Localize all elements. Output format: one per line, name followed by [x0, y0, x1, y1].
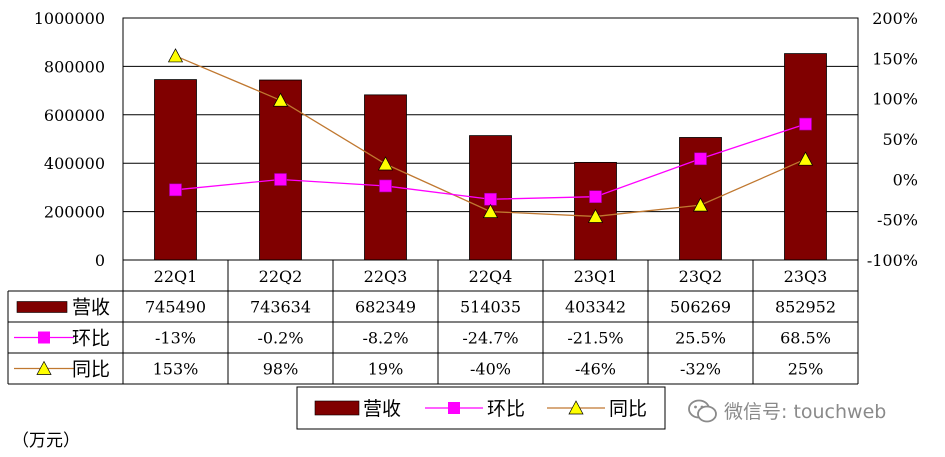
- yoy-marker: [167, 48, 184, 63]
- data-label: 403342: [565, 298, 626, 317]
- data-label: -32%: [680, 360, 721, 379]
- data-label: 25%: [788, 360, 824, 379]
- watermark-text: 微信号: touchweb: [724, 401, 887, 423]
- table-bar-key: [16, 301, 68, 313]
- yoy-marker: [272, 92, 289, 107]
- table-series-name: 环比: [72, 328, 110, 350]
- legend-bar-key: [314, 400, 360, 416]
- mom-marker: [799, 117, 812, 131]
- data-label: -13%: [155, 329, 196, 348]
- bar: [364, 94, 407, 261]
- data-label: 682349: [355, 298, 416, 317]
- left-tick-label: 1000000: [34, 9, 105, 28]
- table-series-name: 同比: [72, 359, 110, 381]
- category-label: 23Q3: [784, 267, 828, 286]
- table-series-name: 营收: [72, 297, 110, 319]
- data-label: 745490: [145, 298, 206, 317]
- right-tick-label: 100%: [872, 90, 918, 109]
- mom-marker: [274, 173, 287, 186]
- legend-label: 同比: [609, 398, 647, 420]
- data-label: 19%: [368, 360, 404, 379]
- mom-marker: [694, 152, 707, 166]
- data-label: -40%: [470, 360, 511, 379]
- data-label: 98%: [263, 360, 299, 379]
- mom-marker: [484, 192, 497, 206]
- category-label: 23Q2: [679, 267, 723, 286]
- mom-marker: [379, 179, 392, 193]
- category-label: 22Q1: [154, 267, 198, 286]
- legend-label: 环比: [487, 398, 525, 420]
- data-label: -46%: [575, 360, 616, 379]
- data-label: -24.7%: [462, 329, 518, 348]
- data-label: 743634: [250, 298, 311, 317]
- data-label: -8.2%: [362, 329, 408, 348]
- category-label: 22Q3: [364, 267, 408, 286]
- left-tick-label: 0: [95, 251, 105, 270]
- data-label: 68.5%: [780, 329, 831, 348]
- unit-label: （万元）: [12, 431, 80, 451]
- data-label: 852952: [775, 298, 836, 317]
- data-label: -21.5%: [567, 329, 623, 348]
- data-label: 153%: [153, 360, 199, 379]
- category-label: 22Q2: [259, 267, 303, 286]
- left-tick-label: 800000: [44, 57, 105, 76]
- left-tick-label: 200000: [44, 203, 105, 222]
- legend-label: 营收: [363, 398, 401, 420]
- wechat-icon: [688, 399, 717, 422]
- bar: [259, 79, 302, 261]
- data-label: 514035: [460, 298, 521, 317]
- category-label: 22Q4: [469, 267, 513, 286]
- legend-mom-marker: [448, 402, 460, 414]
- table-yoy-key-marker: [36, 360, 52, 375]
- bar: [154, 79, 197, 261]
- mom-marker: [589, 190, 602, 203]
- left-tick-label: 400000: [44, 154, 105, 173]
- yoy-marker: [482, 203, 499, 218]
- right-tick-label: 200%: [872, 9, 918, 28]
- data-label: 506269: [670, 298, 731, 317]
- right-tick-label: -100%: [867, 251, 918, 270]
- left-tick-label: 600000: [44, 106, 105, 125]
- yoy-marker: [587, 208, 604, 223]
- data-label: -0.2%: [257, 329, 303, 348]
- watermark: 微信号: touchweb: [688, 397, 886, 424]
- yoy-marker: [797, 151, 814, 166]
- right-tick-label: 50%: [882, 130, 918, 149]
- category-label: 23Q1: [574, 267, 618, 286]
- mom-marker: [169, 183, 182, 197]
- legend-yoy-marker: [568, 400, 584, 415]
- right-tick-label: -50%: [877, 211, 918, 230]
- right-tick-label: 0%: [893, 170, 918, 189]
- table-mom-key-marker: [38, 331, 50, 344]
- data-label: 25.5%: [675, 329, 726, 348]
- yoy-marker: [692, 197, 709, 212]
- right-tick-label: 150%: [872, 49, 918, 68]
- yoy-marker: [377, 156, 394, 171]
